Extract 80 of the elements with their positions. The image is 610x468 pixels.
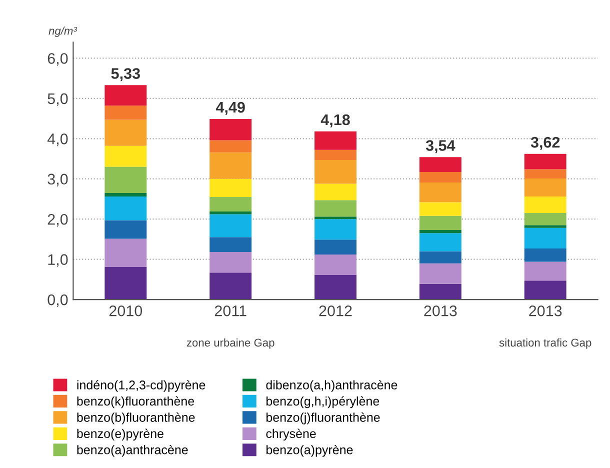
total-label: 3,62 (530, 136, 560, 150)
bar (419, 182, 462, 202)
bar (524, 228, 566, 248)
bar (104, 266, 147, 300)
bar (419, 157, 462, 172)
bar (210, 214, 252, 238)
bar (210, 211, 252, 214)
bar (524, 154, 566, 170)
x-tick-label: 2013 (424, 305, 457, 316)
bar (104, 146, 147, 167)
bar (419, 251, 462, 264)
bar (104, 238, 147, 267)
bar (524, 280, 566, 300)
total-label: 5,33 (111, 68, 140, 82)
bar (104, 166, 147, 193)
legend-label: benzo(e)pyrène (77, 428, 164, 441)
bar (210, 178, 252, 197)
total-label: 3,54 (426, 140, 456, 154)
bar (210, 118, 252, 140)
bar (524, 169, 566, 178)
bar (314, 274, 356, 300)
bar (104, 192, 147, 197)
x-tick-label: 2011 (214, 305, 246, 316)
y-tick-label: 5,0 (48, 93, 68, 106)
y-tick-label: 6,0 (48, 53, 68, 66)
text: zone urbaine Gap (186, 338, 274, 349)
bar (419, 172, 462, 182)
bar (210, 152, 252, 179)
bar (419, 216, 462, 230)
y-tick-label: 3,0 (48, 174, 68, 186)
y-tick-label: 2,0 (48, 214, 68, 227)
bar (419, 284, 462, 300)
bar (524, 262, 566, 281)
bar (419, 202, 462, 216)
legend-label: chrysène (266, 428, 316, 441)
legend-label: benzo(a)pyrène (266, 444, 353, 457)
bar (314, 254, 356, 275)
bar (419, 230, 462, 234)
total-label: 4,18 (320, 114, 350, 128)
x-tick-label: 2010 (109, 305, 142, 316)
bar (314, 131, 356, 150)
y-axis-title: ng/m³ (48, 26, 78, 37)
bar (314, 219, 356, 240)
bar (104, 120, 147, 146)
x-tick-label: 2013 (529, 305, 562, 316)
bar (314, 184, 356, 200)
bar (314, 150, 356, 160)
bar (314, 200, 356, 217)
bar (210, 196, 252, 212)
bar (524, 225, 566, 228)
text: situation trafic Gap (499, 338, 592, 349)
legend-label: indéno(1,2,3-cd)pyrène (77, 380, 206, 392)
bar (314, 240, 356, 254)
legend-label: dibenzo(a,h)anthracène (266, 380, 398, 392)
bar (210, 252, 252, 273)
bar (210, 140, 252, 152)
legend-label: benzo(a)anthracène (77, 444, 188, 457)
bar (104, 196, 147, 220)
legend-label: benzo(g,h,i)pérylène (266, 396, 380, 408)
legend-label: benzo(j)fluoranthène (266, 412, 380, 424)
bar (104, 106, 147, 120)
bar (104, 85, 147, 106)
bar (524, 178, 566, 197)
y-tick-label: 4,0 (47, 134, 68, 146)
y-tick-label: 0,0 (48, 294, 68, 308)
bar (104, 220, 147, 239)
bar (210, 237, 252, 252)
x-tick-label: 2012 (319, 305, 352, 316)
bar (419, 233, 462, 252)
bar (524, 248, 566, 262)
bar (419, 263, 462, 284)
bar (210, 272, 252, 300)
bar (314, 160, 356, 184)
legend-label: benzo(b)fluoranthène (77, 412, 195, 424)
total-label: 4,49 (216, 102, 245, 115)
bar (524, 196, 566, 214)
bar (524, 213, 566, 226)
bar (314, 216, 356, 220)
legend-label: benzo(k)fluoranthène (77, 396, 194, 408)
y-tick-label: 1,0 (48, 254, 68, 267)
